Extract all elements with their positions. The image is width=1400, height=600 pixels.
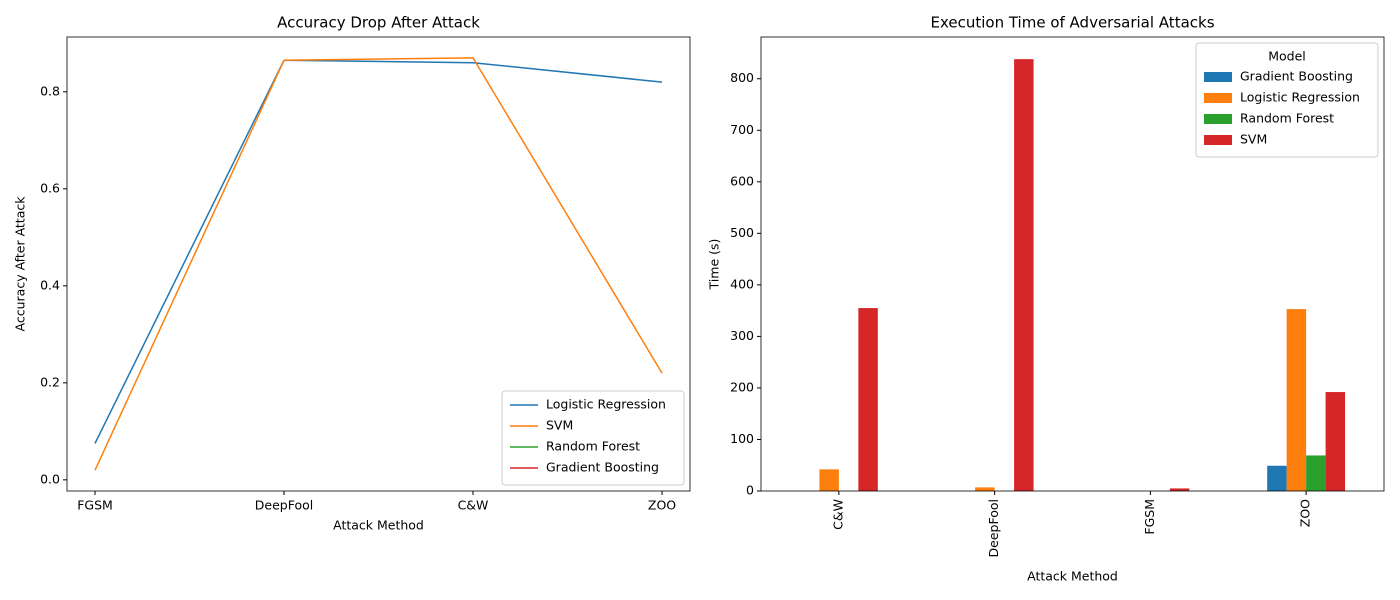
axes-frame <box>760 36 1385 492</box>
y-tick-label: 0 <box>746 483 754 498</box>
x-axis-label: Attack Method <box>333 518 424 533</box>
line <box>94 57 663 471</box>
x-tick-label: FGSM <box>1142 499 1157 535</box>
legend-swatch <box>1204 72 1232 82</box>
x-tick-label: C&W <box>830 499 845 530</box>
y-tick-label: 700 <box>730 122 754 137</box>
legend-label: Random Forest <box>1240 111 1334 126</box>
y-tick-label: 0.6 <box>40 180 60 195</box>
y-tick-label: 800 <box>730 70 754 85</box>
y-tick-label: 0.4 <box>40 277 60 292</box>
legend-box <box>1195 42 1379 158</box>
x-tick-label: C&W <box>458 498 489 513</box>
legend-swatch <box>1204 114 1232 124</box>
legend-label: SVM <box>1240 132 1267 147</box>
y-tick-label: 500 <box>730 225 754 240</box>
legend-swatch <box>1204 93 1232 103</box>
y-tick-label: 0.0 <box>40 471 60 486</box>
bar <box>1267 465 1287 491</box>
legend-swatch <box>1204 135 1232 145</box>
legend-label: Logistic Regression <box>1240 90 1360 105</box>
y-tick-label: 600 <box>730 173 754 188</box>
x-tick-label: ZOO <box>1298 499 1313 527</box>
bar <box>1169 488 1190 491</box>
y-tick-label: 100 <box>730 431 754 446</box>
y-axis-label: Accuracy After Attack <box>13 196 28 332</box>
legend-label: Logistic Regression <box>546 397 666 412</box>
bar <box>819 469 839 491</box>
legend-label: Random Forest <box>546 439 640 454</box>
x-tick-label: DeepFool <box>255 498 313 513</box>
x-tick-label: FGSM <box>77 498 113 513</box>
bar <box>1325 392 1346 491</box>
y-tick-label: 200 <box>730 379 754 394</box>
legend-title: Model <box>1268 49 1306 64</box>
y-tick-label: 0.2 <box>40 374 60 389</box>
chart-title: Execution Time of Adversarial Attacks <box>930 14 1214 32</box>
legend-label: Gradient Boosting <box>546 460 659 475</box>
legend-box <box>501 390 685 486</box>
line <box>94 59 663 444</box>
chart-title: Accuracy Drop After Attack <box>277 14 480 32</box>
x-axis-label: Attack Method <box>1027 569 1118 584</box>
legend-label: Gradient Boosting <box>1240 69 1353 84</box>
axes-frame <box>66 36 691 492</box>
bar <box>1014 59 1034 492</box>
y-tick-label: 300 <box>730 328 754 343</box>
bar <box>1306 455 1326 491</box>
y-axis-label: Time (s) <box>707 239 722 291</box>
y-tick-label: 0.8 <box>40 83 60 98</box>
y-tick-label: 400 <box>730 276 754 291</box>
x-tick-label: ZOO <box>648 498 676 513</box>
bar <box>858 308 878 491</box>
legend-label: SVM <box>546 418 573 433</box>
x-tick-label: DeepFool <box>986 499 1001 557</box>
bar <box>975 487 995 491</box>
bar <box>1286 309 1307 491</box>
